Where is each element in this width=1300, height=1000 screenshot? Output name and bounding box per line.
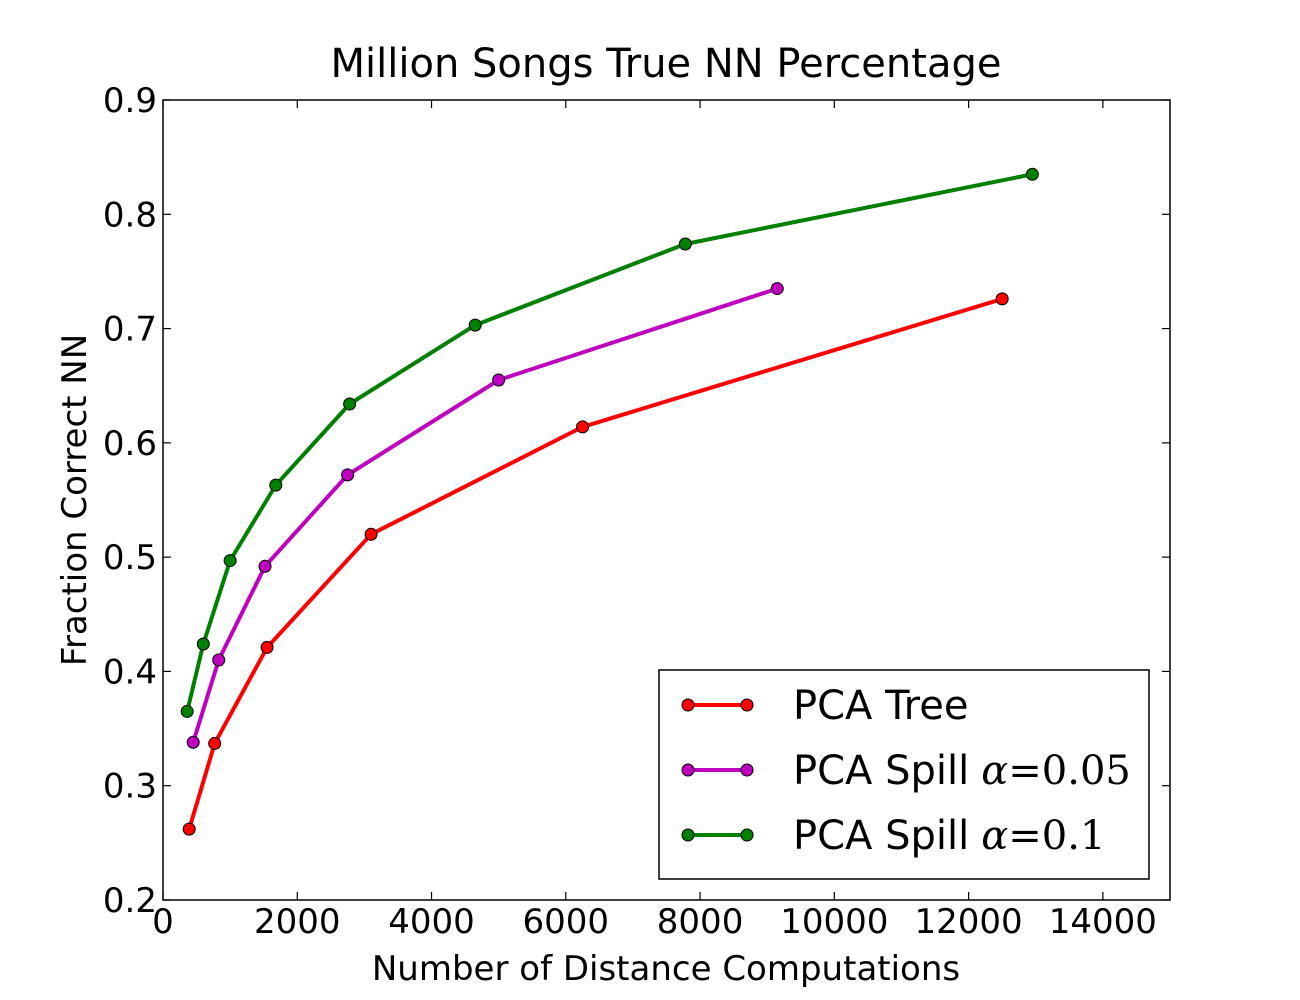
y-tick-label: 0.9 xyxy=(103,81,157,121)
y-tick-label: 0.7 xyxy=(103,310,157,350)
legend-marker-end-2 xyxy=(740,828,754,842)
legend-series-name: PCA Spill xyxy=(793,813,969,859)
data-point-2-7 xyxy=(1025,167,1039,181)
x-tick-label: 2000 xyxy=(254,902,341,942)
y-tick-label: 0.5 xyxy=(103,538,157,578)
y-tick-label: 0.4 xyxy=(103,652,157,692)
legend-label-2: PCA Spill α=0.1 xyxy=(793,813,1105,859)
data-point-0-2 xyxy=(260,640,274,654)
x-tick-label: 0 xyxy=(152,902,174,942)
data-point-2-1 xyxy=(196,637,210,651)
y-tick-label: 0.3 xyxy=(103,767,157,807)
data-point-2-6 xyxy=(678,237,692,251)
data-point-2-0 xyxy=(180,704,194,718)
series-line-1 xyxy=(191,286,778,743)
data-point-0-1 xyxy=(208,736,222,750)
series-line-2 xyxy=(185,172,1033,712)
x-tick-label: 4000 xyxy=(388,902,475,942)
y-tick-label: 0.2 xyxy=(103,881,157,921)
data-point-0-3 xyxy=(364,527,378,541)
x-tick-label: 10000 xyxy=(780,902,888,942)
data-point-2-3 xyxy=(269,478,283,492)
data-point-1-4 xyxy=(492,373,506,387)
data-point-2-2 xyxy=(223,554,237,568)
legend-marker-start-1 xyxy=(681,763,695,777)
plot-area: 0 2000 4000 6000 8000 10000 12000 14000 0.2 0.3 0.… xyxy=(103,81,1171,942)
data-point-1-3 xyxy=(341,468,355,482)
y-axis-label: Fraction Correct NN xyxy=(55,334,95,666)
x-tick-label: 14000 xyxy=(1049,902,1157,942)
data-point-1-0 xyxy=(186,735,200,749)
legend-marker-end-0 xyxy=(740,698,754,712)
x-axis-label: Number of Distance Computations xyxy=(372,949,960,989)
series-line-0 xyxy=(187,296,1003,830)
data-point-0-0 xyxy=(182,822,196,836)
data-point-1-2 xyxy=(258,559,272,573)
legend-series-name: PCA Tree xyxy=(793,683,968,729)
legend-marker-start-2 xyxy=(681,828,695,842)
x-tick-label: 8000 xyxy=(657,902,744,942)
y-tick-label: 0.6 xyxy=(103,424,157,464)
plot-frame xyxy=(162,99,1171,901)
data-point-0-4 xyxy=(576,420,590,434)
data-point-2-4 xyxy=(343,397,357,411)
data-point-1-1 xyxy=(212,653,226,667)
legend: PCA Tree PCA Spill α=0.05 PCA Spill α=0.1 xyxy=(658,669,1150,880)
legend-alpha-value: =0.1 xyxy=(1008,813,1105,859)
legend-alpha-symbol: α xyxy=(981,813,1008,859)
legend-marker-end-1 xyxy=(740,763,754,777)
legend-alpha-value: =0.05 xyxy=(1008,748,1131,794)
x-tick-label: 6000 xyxy=(523,902,610,942)
data-point-0-5 xyxy=(995,292,1009,306)
chart-title: Million Songs True NN Percentage xyxy=(331,41,1002,87)
data-point-2-5 xyxy=(468,318,482,332)
legend-series-name: PCA Spill xyxy=(793,748,969,794)
legend-label-0: PCA Tree xyxy=(793,683,968,729)
legend-marker-start-0 xyxy=(681,698,695,712)
legend-label-1: PCA Spill α=0.05 xyxy=(793,748,1131,794)
y-tick-label: 0.8 xyxy=(103,195,157,235)
data-point-1-5 xyxy=(770,282,784,296)
legend-alpha-symbol: α xyxy=(981,748,1008,794)
x-tick-label: 12000 xyxy=(915,902,1023,942)
